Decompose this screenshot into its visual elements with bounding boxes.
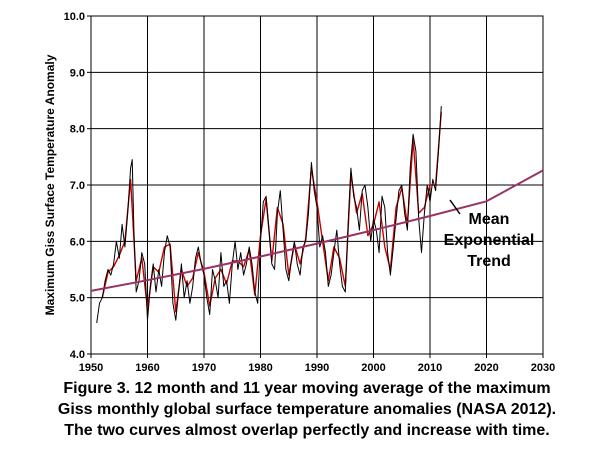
annotation-line-3: Trend (467, 253, 511, 270)
annotation-arrow (449, 199, 461, 215)
x-tick-label: 2030 (531, 362, 555, 374)
y-tick-label: 6.0 (70, 236, 85, 248)
x-axis-ticks: 1950 1960 1970 1980 1990 2000 2010 2020 2030 (79, 362, 555, 374)
y-tick-label: 9.0 (70, 67, 85, 79)
y-axis-ticks: 4.0 5.0 6.0 7.0 8.0 9.0 10.0 (64, 11, 85, 361)
series-line-11-year (101, 111, 442, 313)
figure-caption: Figure 3. 12 month and 11 year moving av… (0, 378, 614, 441)
series-layer (90, 106, 544, 324)
y-tick-label: 10.0 (64, 11, 85, 23)
x-tick-label: 1980 (248, 362, 272, 374)
y-tick-label: 5.0 (70, 293, 85, 305)
x-tick-label: 1990 (305, 362, 329, 374)
plot-area (90, 15, 544, 355)
caption-line-1: Figure 3. 12 month and 11 year moving av… (63, 380, 551, 397)
x-tick-label: 2020 (474, 362, 498, 374)
y-tick-label: 4.0 (70, 349, 85, 361)
x-tick-label: 2010 (418, 362, 442, 374)
y-tick-label: 8.0 (70, 124, 85, 136)
x-tick-label: 1950 (79, 362, 103, 374)
series-line-12-month (96, 106, 442, 324)
x-tick-label: 1960 (135, 362, 159, 374)
annotation-line-1: Mean (469, 211, 510, 228)
caption-line-3: The two curves almost overlap perfectly … (64, 422, 550, 439)
y-tick-label: 7.0 (70, 180, 85, 192)
chart: 4.05.06.07.08.09.010.0 1950 1960 1970 1980 1… (43, 11, 555, 374)
y-axis-label: Maximum Giss Surface Temperature Anomaly (43, 54, 57, 315)
x-tick-label: 2000 (361, 362, 385, 374)
annotation-line-2: Exponential (444, 232, 535, 249)
trend-line (90, 169, 544, 292)
x-tick-label: 1970 (192, 362, 216, 374)
caption-line-2: Giss monthly global surface temperature … (57, 401, 557, 418)
